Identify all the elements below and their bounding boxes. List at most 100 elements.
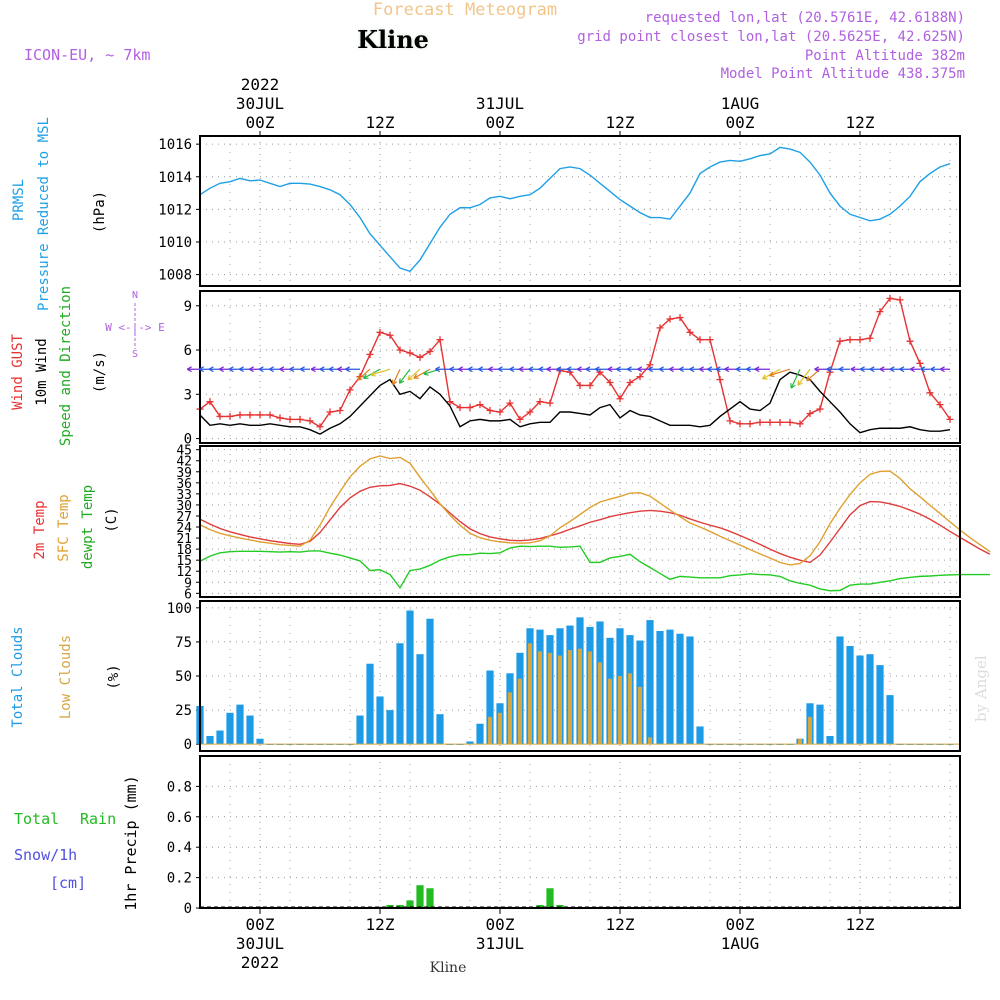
gust-marker [676,314,684,322]
gust-marker [416,353,424,361]
top-time-label: 31JUL [476,94,524,113]
total-cloud-bar [236,704,244,745]
y-tick-label: 0 [184,901,192,917]
gust-marker [786,418,794,426]
bottom-time-label: 31JUL [476,934,524,953]
gust-marker [326,408,334,416]
gust-marker [776,418,784,426]
low-cloud-bar [578,648,582,745]
panel-frame [199,600,961,752]
y-tick-label: 30 [176,499,192,514]
series-line-dewpt-temp [199,545,990,592]
gust-marker [436,336,444,344]
snow-unit-label: [cm] [50,874,86,892]
wind-direction-arrow [930,366,940,373]
total-cloud-bar [226,712,234,745]
y-tick-label: 42 [176,455,192,470]
gust-marker [276,414,284,422]
gust-marker [466,404,474,412]
gust-marker [236,411,244,419]
bottom-time-label: 30JUL [236,934,284,953]
top-time-label: 12Z [366,113,395,132]
wind-direction-arrow [869,366,880,373]
wind-direction-arrow [413,368,431,379]
gust-marker [916,359,924,367]
gust-marker [926,389,934,397]
rain-bar [406,900,414,908]
panel-3: 0 25 50 75 100 [167,600,961,753]
compass-n: N [132,290,138,301]
dewpt-label: dewpt Temp [80,485,96,569]
wind-direction-arrow [850,366,860,373]
rain-bar [386,904,394,908]
low-cloud-bar [808,716,812,745]
total-cloud-bar [476,723,484,745]
y-tick-label: 0.2 [167,871,192,887]
low-cloud-bar [798,738,802,745]
gust-marker [596,368,604,376]
wind-direction-arrow [345,366,360,373]
gust-marker [316,423,324,431]
total-cloud-bar [826,736,834,745]
wind-direction-arrow [449,366,460,373]
series-line-wind-gust [199,297,951,428]
y-tick-label: 1008 [158,268,192,284]
wind-direction-arrow [258,366,270,373]
total-cloud-bar [206,736,214,745]
gust-marker [226,412,234,420]
temp-label: 2m Temp [32,500,48,559]
total-cloud-bar [866,654,874,745]
gust-marker [526,408,534,416]
wind-direction-arrow [435,366,450,373]
top-time-label: 00Z [486,113,515,132]
y-tick-label: 1016 [158,137,192,153]
gust-marker [626,378,634,386]
total-cloud-bar [406,610,414,745]
total-cloud-bar [396,643,404,745]
bottom-time-label: 12Z [606,915,635,934]
y-tick-label: 100 [167,601,192,617]
series-line-2m-temp [199,482,991,564]
gust-marker [946,415,954,423]
cloud-unit: (%) [106,664,122,689]
wind-direction-arrow [528,366,540,373]
y-tick-label: 21 [176,532,192,547]
wind-direction-arrow [909,366,920,373]
pressure-panel-labels: PRMSL Pressure Reduced to MSL (hPa) [11,117,108,311]
y-tick-label: 18 [176,543,192,558]
grid-coords: grid point closest lon,lat (20.5625E, 42… [577,29,965,45]
precip-unit: 1hr Precip (mm) [122,775,140,910]
gust-marker [336,407,344,415]
gust-marker [816,405,824,413]
top-time-label: 30JUL [236,94,284,113]
rain-bar [536,904,544,908]
wind-direction-arrow [356,368,371,381]
bottom-time-label: 12Z [366,915,395,934]
gust-marker [516,415,524,423]
low-cloud-bar [648,737,652,745]
top-time-label: 00Z [726,113,755,132]
y-tick-label: 0.6 [167,810,192,826]
gust-marker [426,348,434,356]
low-cloud-bar [588,651,592,745]
low-clouds-label: Low Clouds [58,635,74,719]
total-clouds-label: Total Clouds [10,626,26,727]
gust-marker [546,399,554,407]
y-tick-label: 0 [184,432,192,448]
model-altitude: Model Point Altitude 438.375m [721,66,965,82]
compass-ew: W <-|-> E [105,321,165,334]
wind-direction-arrow [939,366,950,373]
rain-bar [546,888,554,908]
temp-panel-labels: 2m Temp SFC Temp dewpt Temp (C) [32,485,120,569]
y-tick-label: 12 [176,565,192,580]
wind-direction-arrow [228,366,240,373]
total-cloud-bar [366,663,374,745]
compass-s: S [132,349,138,360]
wind-direction-arrow [478,366,490,373]
gust-marker [486,407,494,415]
low-cloud-bar [628,673,632,745]
watermark: by Angel [972,655,990,722]
gust-marker [496,408,504,416]
panel-4: 0 0.2 0.4 0.6 0.8 [167,755,961,917]
